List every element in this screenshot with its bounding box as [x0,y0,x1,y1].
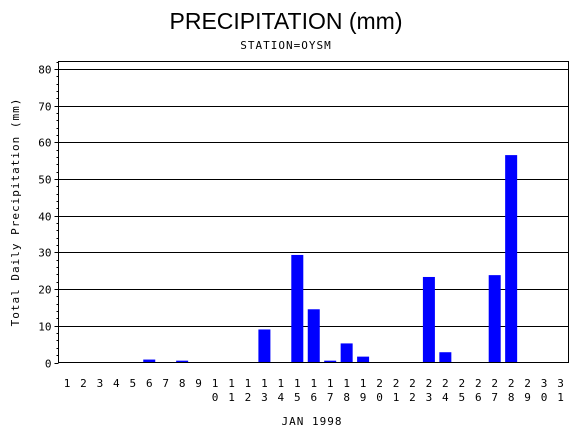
y-tick-label: 50 [38,174,51,187]
x-tick-label: 5 [129,377,136,390]
bar [357,356,370,363]
bar [143,359,156,363]
x-axis-label: JAN 1998 [282,415,343,428]
chart-title: PRECIPITATION (mm) [170,8,403,34]
x-tick-label: 4 [113,377,120,390]
x-tick-label: 7 [162,377,169,390]
x-tick-label: 1 [64,377,71,390]
y-tick-label: 60 [38,137,51,150]
bar [505,155,518,363]
bar [340,343,353,363]
y-tick-label: 10 [38,321,51,334]
y-tick-label: 70 [38,101,51,114]
x-axis-ticks: 1 2 3 4 5 6 7 8 9 1 01 11 21 31 41 51 61 71 81 92 02 12 22 32 42… [64,377,564,404]
x-tick-label: 6 [146,377,153,390]
x-tick-label: 9 [195,377,202,390]
y-axis-label: Total Daily Precipitation (mm) [9,98,22,327]
x-tick-label: 2 [80,377,87,390]
bar [307,309,320,363]
y-tick-label: 20 [38,284,51,297]
bar [439,352,452,363]
y-tick-label: 0 [45,358,52,371]
bar [291,254,304,363]
bar [258,329,271,363]
y-tick-label: 80 [38,64,51,77]
gridlines [58,69,569,327]
plot-frame [58,61,569,363]
bar [422,276,435,363]
chart-subtitle: STATION=OYSM [240,39,331,52]
x-tick-label: 3 [97,377,104,390]
y-tick-label: 40 [38,211,51,224]
bar [324,360,337,363]
bars [143,155,518,363]
bar [176,360,189,363]
y-axis-ticks: 0 10 20 30 40 50 60 70 80 [38,62,59,371]
bar [488,275,501,363]
y-tick-label: 30 [38,247,51,260]
x-tick-label: 8 [179,377,186,390]
